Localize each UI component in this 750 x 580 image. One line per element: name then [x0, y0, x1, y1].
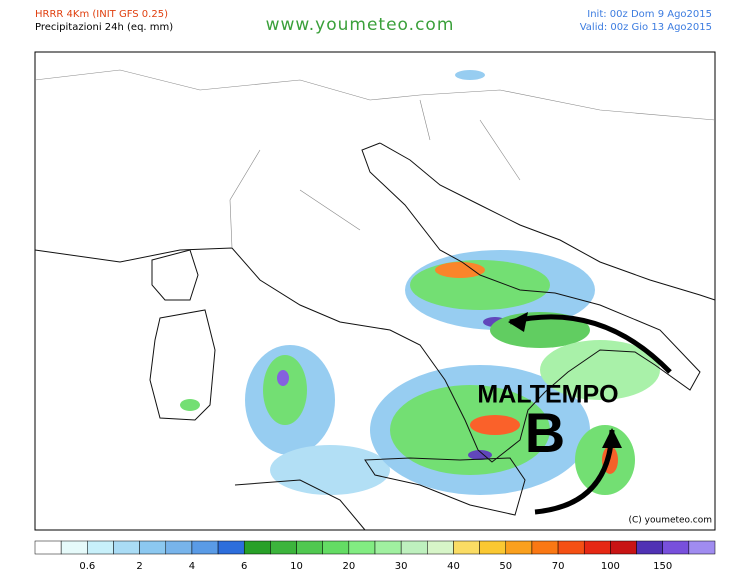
valid-time: Valid: 00z Gio 13 Ago2015 — [580, 22, 712, 33]
color-swatch — [427, 540, 454, 555]
color-swatch — [34, 540, 62, 555]
color-swatch — [139, 540, 167, 555]
color-swatch — [270, 540, 297, 555]
color-swatch — [60, 540, 88, 555]
colorbar-label: 0.6 — [79, 561, 95, 572]
arrow-head — [508, 312, 528, 332]
precipitation — [180, 70, 660, 495]
copyright: (C) youmeteo.com — [628, 516, 712, 526]
color-swatch — [87, 540, 114, 555]
field-title: Precipitazioni 24h (eq. mm) — [35, 22, 173, 33]
map: MALTEMPO B (C) youmeteo.com — [34, 51, 716, 531]
annotation-label: MALTEMPO — [477, 381, 618, 409]
color-swatch — [296, 540, 323, 555]
color-swatch — [374, 540, 402, 555]
color-swatch — [348, 540, 376, 555]
color-swatch — [479, 540, 507, 555]
color-swatch — [243, 540, 271, 555]
color-swatch — [531, 540, 559, 555]
coastline-italy — [34, 142, 701, 463]
colorbar-label: 4 — [189, 561, 195, 572]
model-title: HRRR 4Km (INIT GFS 0.25) — [35, 9, 168, 20]
colorbar-label: 50 — [499, 561, 512, 572]
arrow-head — [602, 428, 622, 448]
colorbar: 0.6 2 4 6 10 20 30 40 50 70 100 150 — [34, 540, 716, 572]
color-swatch — [400, 540, 428, 555]
coastline-corsica — [151, 249, 199, 301]
color-swatch — [583, 540, 611, 555]
site-title: www.youmeteo.com — [266, 15, 455, 35]
colorbar-label: 30 — [395, 561, 408, 572]
color-swatch — [662, 540, 690, 555]
colorbar-label: 6 — [241, 561, 247, 572]
color-swatch — [505, 540, 533, 555]
arrow — [509, 314, 672, 374]
color-swatch — [217, 540, 245, 555]
color-swatch — [165, 540, 193, 555]
color-swatch — [191, 540, 219, 555]
colorbar-label: 2 — [136, 561, 142, 572]
colorbar-label: 70 — [552, 561, 565, 572]
color-swatch — [688, 540, 716, 555]
coastline-balkans — [379, 142, 716, 301]
color-swatch — [636, 540, 663, 555]
color-swatch — [113, 540, 140, 555]
coastline-sardinia — [149, 309, 216, 421]
colorbar-label: 150 — [653, 561, 672, 572]
annotation-low: B — [525, 401, 565, 464]
color-swatch — [557, 540, 585, 555]
init-time: Init: 00z Dom 9 Ago2015 — [587, 9, 712, 20]
colorbar-label: 20 — [342, 561, 355, 572]
coastline-africa — [234, 479, 366, 531]
colorbar-label: 100 — [601, 561, 620, 572]
color-swatch — [322, 540, 350, 555]
color-swatch — [610, 540, 637, 555]
coastline-sicily — [364, 457, 526, 516]
color-swatch — [453, 540, 480, 555]
colorbar-label: 10 — [290, 561, 303, 572]
borders — [34, 69, 716, 249]
colorbar-label: 40 — [447, 561, 460, 572]
